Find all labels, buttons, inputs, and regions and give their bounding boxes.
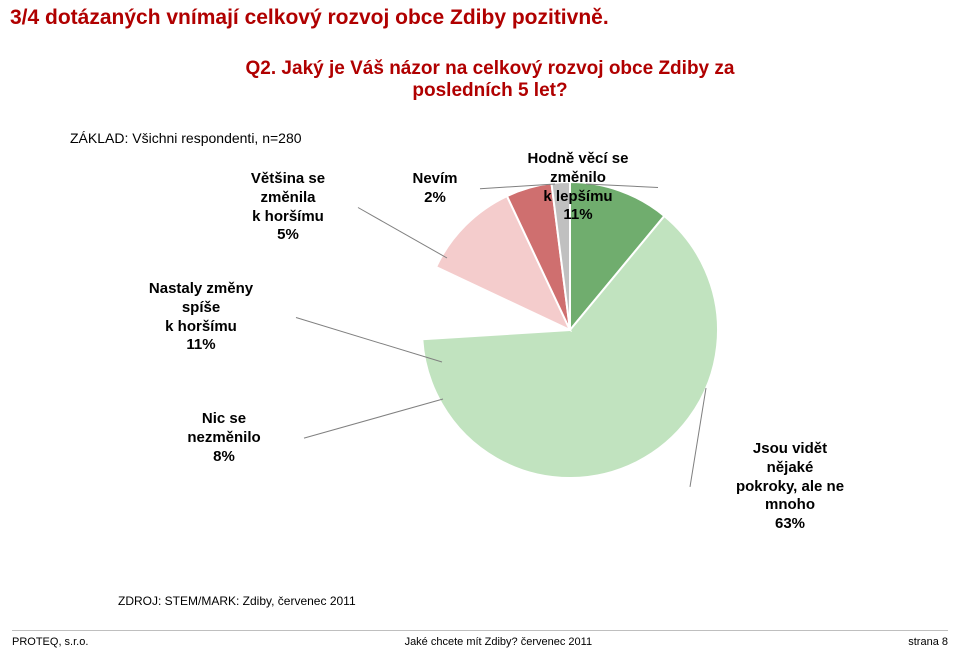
leader-line bbox=[358, 208, 447, 259]
pie-label-line: Jsou vidět bbox=[690, 440, 890, 459]
pie-label-line: změnilo bbox=[498, 169, 658, 188]
pie-label-line: Nevím bbox=[390, 170, 480, 189]
pie-label-better-much: Hodně věcí sezměnilok lepšímu11% bbox=[498, 150, 658, 225]
pie-label-line: 11% bbox=[498, 206, 658, 225]
footer-right: strana 8 bbox=[908, 636, 948, 648]
pie-label-line: 8% bbox=[144, 448, 304, 467]
pie-label-line: Hodně věcí se bbox=[498, 150, 658, 169]
pie-label-line: spíše bbox=[106, 299, 296, 318]
footer-center: Jaké chcete mít Zdiby? červenec 2011 bbox=[405, 636, 593, 648]
pie-label-line: Nic se bbox=[144, 410, 304, 429]
pie-label-line: 2% bbox=[390, 189, 480, 208]
pie-label-line: k horšímu bbox=[218, 208, 358, 227]
pie-label-line: Nastaly změny bbox=[106, 280, 296, 299]
pie-label-line: nezměnilo bbox=[144, 429, 304, 448]
pie-label-line: mnoho bbox=[690, 496, 890, 515]
pie-label-line: k lepšímu bbox=[498, 188, 658, 207]
pie-label-much-worse: Většina sezměnilak horšímu5% bbox=[218, 170, 358, 245]
leader-line bbox=[304, 399, 443, 438]
footer-divider bbox=[12, 630, 948, 631]
pie-label-some-progress: Jsou vidětnějaképokroky, ale nemnoho63% bbox=[690, 440, 890, 534]
pie-label-line: 63% bbox=[690, 515, 890, 534]
source-note: ZDROJ: STEM/MARK: Zdiby, červenec 2011 bbox=[118, 594, 356, 608]
pie-label-line: 11% bbox=[106, 336, 296, 355]
pie-label-nothing-changed: Nic senezměnilo8% bbox=[144, 410, 304, 466]
pie-label-rather-worse: Nastaly změnyspíšek horšímu11% bbox=[106, 280, 296, 355]
pie-label-dont-know: Nevím2% bbox=[390, 170, 480, 208]
pie-label-line: pokroky, ale ne bbox=[690, 478, 890, 497]
slide-footer: PROTEQ, s.r.o. Jaké chcete mít Zdiby? če… bbox=[0, 636, 960, 648]
pie-label-line: k horšímu bbox=[106, 318, 296, 337]
pie-label-line: nějaké bbox=[690, 459, 890, 478]
pie-label-line: změnila bbox=[218, 189, 358, 208]
footer-left: PROTEQ, s.r.o. bbox=[12, 636, 88, 648]
pie-label-line: Většina se bbox=[218, 170, 358, 189]
pie-label-line: 5% bbox=[218, 226, 358, 245]
